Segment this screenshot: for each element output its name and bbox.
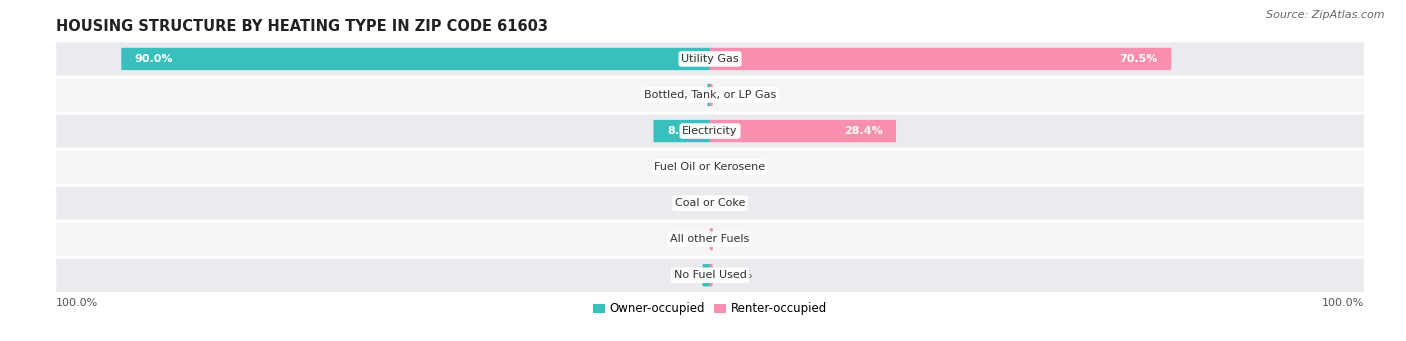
Text: HOUSING STRUCTURE BY HEATING TYPE IN ZIP CODE 61603: HOUSING STRUCTURE BY HEATING TYPE IN ZIP… — [56, 19, 548, 34]
FancyBboxPatch shape — [710, 264, 713, 286]
Text: 28.4%: 28.4% — [844, 126, 883, 136]
Text: 1.1%: 1.1% — [669, 270, 697, 280]
FancyBboxPatch shape — [707, 84, 710, 106]
Text: Bottled, Tank, or LP Gas: Bottled, Tank, or LP Gas — [644, 90, 776, 100]
Text: 100.0%: 100.0% — [1322, 298, 1364, 308]
FancyBboxPatch shape — [56, 187, 1364, 220]
Text: Utility Gas: Utility Gas — [682, 54, 738, 64]
Text: Fuel Oil or Kerosene: Fuel Oil or Kerosene — [654, 162, 766, 172]
Text: Electricity: Electricity — [682, 126, 738, 136]
Text: 0.0%: 0.0% — [718, 198, 747, 208]
Text: 0.0%: 0.0% — [673, 162, 702, 172]
Text: All other Fuels: All other Fuels — [671, 234, 749, 244]
Text: 0.0%: 0.0% — [673, 198, 702, 208]
Text: Coal or Coke: Coal or Coke — [675, 198, 745, 208]
FancyBboxPatch shape — [710, 120, 896, 142]
Legend: Owner-occupied, Renter-occupied: Owner-occupied, Renter-occupied — [588, 298, 832, 320]
FancyBboxPatch shape — [56, 223, 1364, 256]
FancyBboxPatch shape — [56, 42, 1364, 75]
Text: 0.0%: 0.0% — [718, 162, 747, 172]
Text: 0.35%: 0.35% — [717, 90, 752, 100]
Text: 70.5%: 70.5% — [1119, 54, 1159, 64]
Text: 0.38%: 0.38% — [717, 234, 754, 244]
FancyBboxPatch shape — [56, 115, 1364, 148]
Text: 100.0%: 100.0% — [56, 298, 98, 308]
FancyBboxPatch shape — [56, 150, 1364, 184]
FancyBboxPatch shape — [56, 259, 1364, 292]
Text: Source: ZipAtlas.com: Source: ZipAtlas.com — [1267, 10, 1385, 20]
Text: 0.35%: 0.35% — [668, 90, 703, 100]
FancyBboxPatch shape — [710, 48, 1171, 70]
FancyBboxPatch shape — [121, 48, 710, 70]
FancyBboxPatch shape — [654, 120, 710, 142]
Text: No Fuel Used: No Fuel Used — [673, 270, 747, 280]
Text: 0.0%: 0.0% — [673, 234, 702, 244]
FancyBboxPatch shape — [710, 84, 713, 106]
Text: 0.35%: 0.35% — [717, 270, 752, 280]
FancyBboxPatch shape — [56, 78, 1364, 112]
Text: 90.0%: 90.0% — [135, 54, 173, 64]
Text: 8.6%: 8.6% — [666, 126, 697, 136]
FancyBboxPatch shape — [710, 228, 713, 250]
FancyBboxPatch shape — [703, 264, 710, 286]
